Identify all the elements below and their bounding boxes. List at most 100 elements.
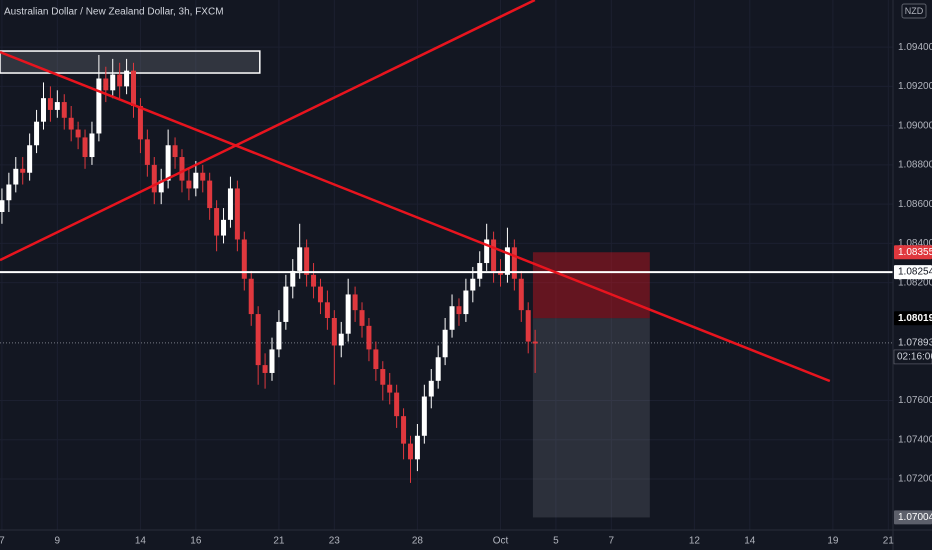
candle-body xyxy=(491,239,497,271)
candle-body xyxy=(110,74,116,91)
candle-body xyxy=(255,314,261,366)
price-label: 1.08019 xyxy=(898,313,932,324)
y-tick-label: 1.07200 xyxy=(898,474,932,485)
candle-body xyxy=(200,172,206,181)
candle-body xyxy=(117,74,123,87)
candle-body xyxy=(165,145,171,181)
candle-body xyxy=(331,318,337,346)
y-tick-label: 1.08400 xyxy=(898,238,932,249)
candle-body xyxy=(359,310,365,326)
candle-body xyxy=(193,172,199,189)
candle-body xyxy=(276,321,282,350)
candle-body xyxy=(456,306,462,315)
candle-body xyxy=(421,396,427,436)
candle-body xyxy=(248,278,254,315)
x-tick-label: 16 xyxy=(190,536,202,547)
candle-body xyxy=(304,247,310,275)
candle-body xyxy=(387,384,393,393)
candle-body xyxy=(214,208,220,236)
candle-body xyxy=(131,70,137,106)
candle-body xyxy=(352,294,358,311)
candle-body xyxy=(504,247,510,275)
axes: 1.07200 1.07400 1.07600 1.08200 1.08400 1.086… xyxy=(0,42,932,547)
candle-body xyxy=(82,137,88,158)
candle-body xyxy=(144,139,150,165)
candle-body xyxy=(477,263,483,279)
price-label: 1.07004 xyxy=(898,512,932,523)
candle-body xyxy=(366,325,372,350)
candle-body xyxy=(179,157,185,181)
candle-body xyxy=(511,247,517,279)
candle-body xyxy=(463,290,469,315)
candle-body xyxy=(470,278,476,291)
countdown-box xyxy=(893,349,932,365)
candle-body xyxy=(221,219,227,236)
plot-area xyxy=(0,0,893,518)
candle-body xyxy=(484,239,490,264)
candle-body xyxy=(137,106,143,140)
candle-body xyxy=(380,369,386,385)
currency: NZD xyxy=(905,6,924,16)
candle-body xyxy=(401,416,407,444)
candle-body xyxy=(13,168,19,185)
candle-body xyxy=(158,180,164,193)
y-tick-label: 1.07600 xyxy=(898,395,932,406)
x-tick-label: 7 xyxy=(609,536,615,547)
candle-body xyxy=(20,168,26,173)
candle-body xyxy=(234,188,240,240)
y-tick-label: 1.08800 xyxy=(898,160,932,171)
candle-body xyxy=(297,247,303,271)
candle-body xyxy=(96,78,102,134)
zone-box xyxy=(0,50,261,74)
candle-body xyxy=(186,180,192,189)
price-label-box xyxy=(894,335,932,350)
candle-body xyxy=(435,357,441,381)
y-tick-label: 1.09000 xyxy=(898,120,932,131)
candle-body xyxy=(262,365,268,373)
candle-body xyxy=(317,286,323,303)
candle-body xyxy=(103,78,109,91)
candle-body xyxy=(525,310,531,342)
x-tick-label: 14 xyxy=(744,536,756,547)
x-tick-label: 23 xyxy=(329,536,341,547)
countdown: 02:16:06 xyxy=(897,352,932,363)
candle-body xyxy=(394,392,400,417)
candle-body xyxy=(40,98,46,122)
candle-body xyxy=(75,129,81,138)
x-tick-label: 28 xyxy=(412,536,424,547)
x-tick-label: 5 xyxy=(553,536,559,547)
y-tick-label: 1.08600 xyxy=(898,199,932,210)
trend-line xyxy=(0,0,536,262)
x-tick-label: 12 xyxy=(689,536,701,547)
chart-title: Australian Dollar / New Zealand Dollar, … xyxy=(4,7,224,18)
candle-body xyxy=(68,117,74,130)
y-tick-label: 1.07400 xyxy=(898,434,932,445)
candle-body xyxy=(442,329,448,358)
candle-body xyxy=(172,145,178,158)
candle-body xyxy=(414,435,420,460)
candle-body xyxy=(0,200,5,212)
candle-body xyxy=(124,70,130,87)
candle-body xyxy=(324,302,330,318)
x-tick-label: 14 xyxy=(135,536,147,547)
y-tick-label: 1.09400 xyxy=(898,42,932,53)
candle-body xyxy=(6,184,12,201)
price-label-box xyxy=(894,245,932,260)
price-label-box xyxy=(894,265,932,280)
candle-body xyxy=(428,380,434,397)
price-label: 1.08355 xyxy=(898,247,932,258)
y-tick-label: 1.09200 xyxy=(898,81,932,92)
x-tick-label: 9 xyxy=(55,536,61,547)
candle-body xyxy=(34,121,40,146)
candle-body xyxy=(407,443,413,460)
candle-body xyxy=(518,278,524,311)
candle-body xyxy=(27,145,33,173)
x-tick-label: 21 xyxy=(883,536,895,547)
candle-body xyxy=(47,98,53,110)
candle-body xyxy=(290,270,296,287)
x-tick-label: Oct xyxy=(493,536,509,547)
candle-body xyxy=(345,294,351,334)
